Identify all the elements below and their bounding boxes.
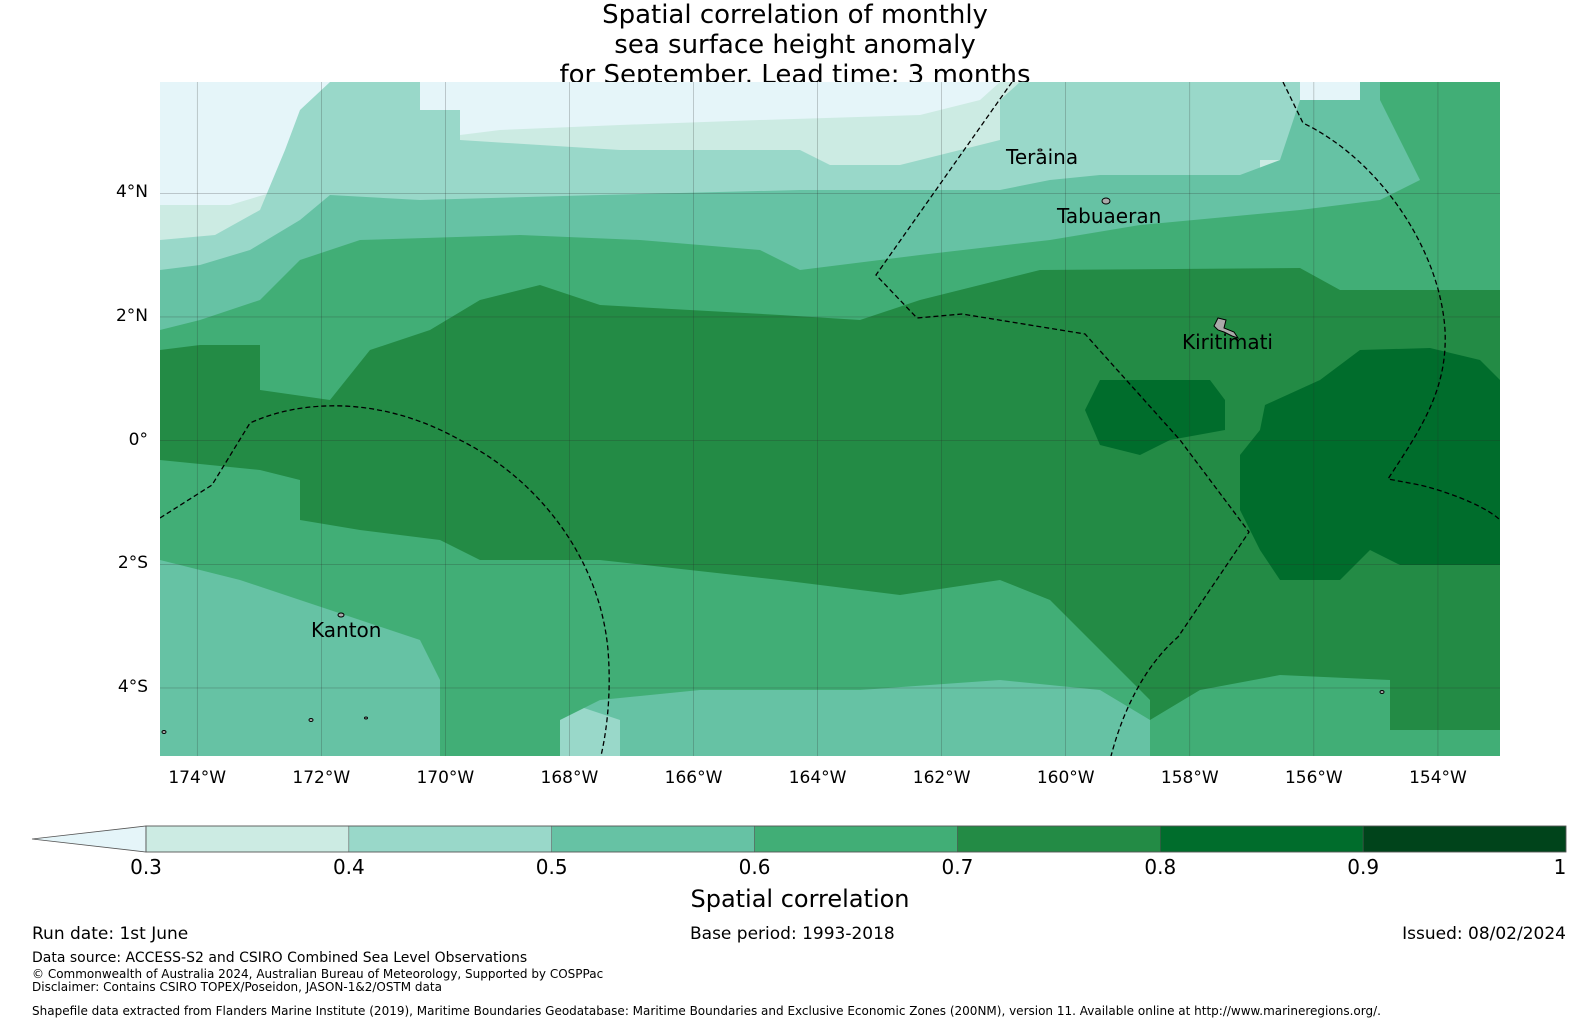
lon-tick-label: 172°W bbox=[292, 768, 351, 788]
issued-date: Issued: 08/02/2024 bbox=[1402, 924, 1566, 944]
lat-tick-label: 2°N bbox=[115, 305, 148, 326]
colorbar-bin bbox=[1362, 825, 1567, 853]
copyright: © Commonwealth of Australia 2024, Austra… bbox=[32, 967, 604, 981]
colorbar-tick-label: 0.9 bbox=[1347, 855, 1380, 879]
small-island-icon bbox=[1379, 690, 1385, 694]
colorbar-frame bbox=[145, 825, 1567, 853]
colorbar-tick-label: 0.4 bbox=[332, 855, 365, 879]
disclaimer: Disclaimer: Contains CSIRO TOPEX/Poseido… bbox=[32, 980, 442, 994]
correlation-field bbox=[160, 82, 1500, 756]
run-date: Run date: 1st June bbox=[32, 924, 189, 944]
lon-tick-label: 166°W bbox=[664, 768, 723, 788]
lon-tick-label: 156°W bbox=[1284, 768, 1343, 788]
island-label-teraina: Teraina bbox=[1006, 145, 1079, 169]
colorbar-tick-label: 0.5 bbox=[535, 855, 568, 879]
eez-boundaries bbox=[160, 82, 1500, 756]
graticule bbox=[160, 82, 1500, 756]
colorbar-bin bbox=[551, 825, 755, 853]
colorbar-tick-label: 0.8 bbox=[1144, 855, 1177, 879]
eez-line-line-islands-east bbox=[1282, 82, 1500, 521]
colorbar bbox=[31, 825, 1567, 853]
small-island-icon bbox=[364, 716, 368, 720]
colorbar-bin bbox=[1160, 825, 1364, 853]
title-line-2: sea surface height anomaly bbox=[614, 30, 976, 60]
colorbar-label: Spatial correlation bbox=[690, 885, 910, 913]
lon-tick-label: 162°W bbox=[912, 768, 971, 788]
lat-tick-label: 0° bbox=[128, 429, 148, 450]
lat-tick-label: 4°N bbox=[115, 182, 148, 203]
data-source: Data source: ACCESS-S2 and CSIRO Combine… bbox=[32, 950, 528, 966]
tabuaeran-icon bbox=[1101, 197, 1111, 205]
base-period: Base period: 1993-2018 bbox=[690, 924, 895, 944]
kiritimati-icon bbox=[1213, 317, 1240, 339]
lat-tick-label: 2°S bbox=[117, 553, 148, 574]
lat-tick-label: 4°S bbox=[117, 676, 148, 697]
colorbar-tick-label: 0.6 bbox=[738, 855, 771, 879]
lon-tick-label: 154°W bbox=[1409, 768, 1467, 788]
lon-tick-label: 170°W bbox=[416, 768, 475, 788]
colorbar-bin bbox=[754, 825, 958, 853]
kanton-icon bbox=[337, 612, 345, 618]
colorbar-tick-label: 0.7 bbox=[941, 855, 974, 879]
island-label-kanton: Kanton bbox=[311, 618, 382, 642]
colorbar-tick-label: 0.3 bbox=[130, 855, 162, 879]
colorbar-bin bbox=[348, 825, 552, 853]
field-0.8-0.9 bbox=[1085, 348, 1500, 580]
shapefile-credit: Shapefile data extracted from Flanders M… bbox=[32, 1004, 1381, 1018]
lon-tick-label: 174°W bbox=[168, 768, 227, 788]
colorbar-bin bbox=[145, 825, 350, 853]
island-outlines bbox=[161, 148, 1385, 734]
lon-tick-label: 158°W bbox=[1160, 768, 1219, 788]
lon-tick-label: 160°W bbox=[1036, 768, 1095, 788]
island-label-tabuaeran: Tabuaeran bbox=[1057, 204, 1162, 228]
small-island-icon bbox=[161, 730, 167, 734]
colorbar-bin bbox=[957, 825, 1161, 853]
eez-line-line-islands-north bbox=[875, 82, 1250, 756]
teraina-icon bbox=[1037, 148, 1043, 152]
title-line-1: Spatial correlation of monthly bbox=[602, 0, 988, 30]
colorbar-extend-triangle bbox=[31, 825, 147, 853]
lon-tick-label: 164°W bbox=[788, 768, 847, 788]
island-label-kiritimati: Kiritimati bbox=[1182, 330, 1273, 354]
small-island-icon bbox=[308, 718, 314, 722]
lon-tick-label: 168°W bbox=[540, 768, 599, 788]
colorbar-tick-label: 1 bbox=[1553, 855, 1567, 879]
